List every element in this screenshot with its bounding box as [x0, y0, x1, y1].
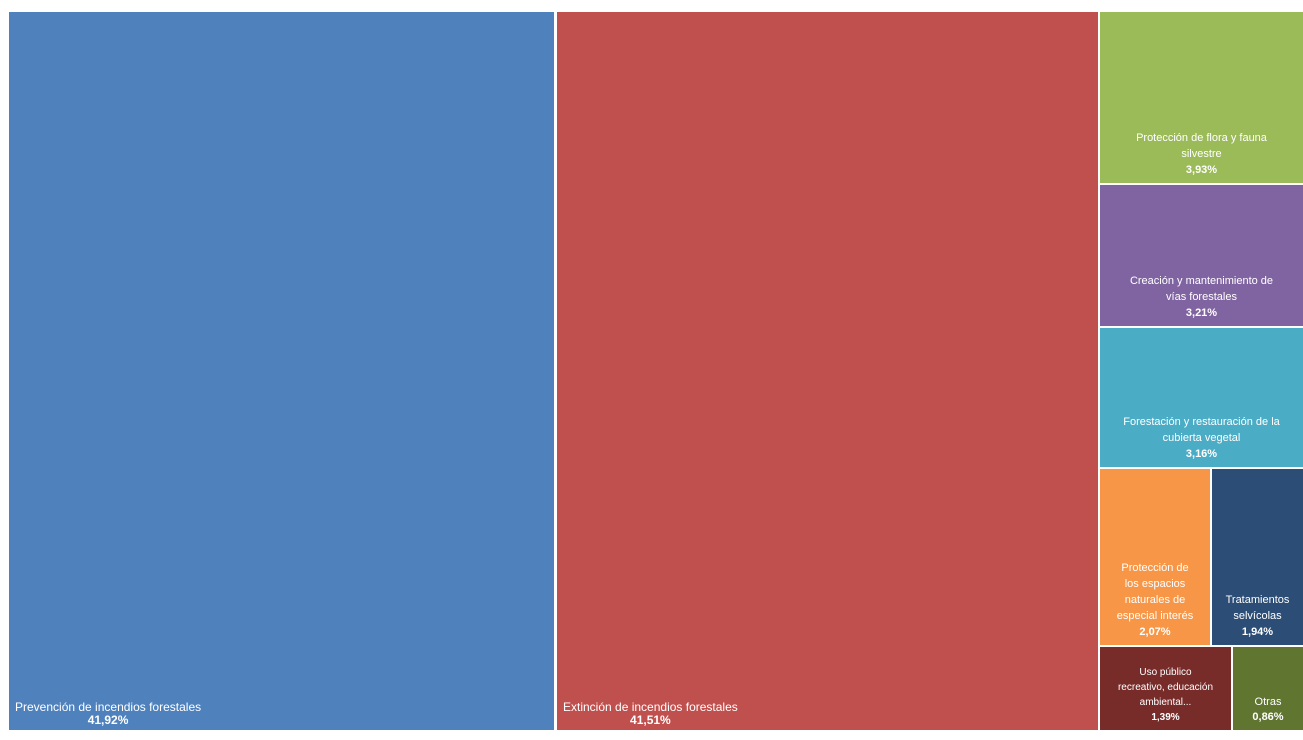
tile-label-uso_publico: ambiental... [1140, 697, 1192, 708]
tile-value-extincion: 41,51% [630, 713, 671, 727]
tile-forestacion: Forestación y restauración de la cubierta… [1100, 328, 1303, 467]
tile-label-otras: Otras [1255, 696, 1282, 708]
tile-label-vias: Creación y mantenimiento de [1130, 275, 1273, 287]
tile-rect-prevencion [9, 12, 554, 730]
tile-label-flora_fauna: silvestre [1181, 148, 1221, 160]
tile-flora_fauna: Protección de flora y fauna silvestre 3,93… [1100, 12, 1303, 183]
tile-label-forestacion: cubierta vegetal [1163, 432, 1241, 444]
tile-label-vias: vías forestales [1166, 291, 1237, 303]
tile-rect-otras [1233, 647, 1303, 730]
tile-label-prevencion: Prevención de incendios forestales [15, 700, 201, 714]
tile-value-uso_publico: 1,39% [1151, 712, 1179, 723]
tile-tratamientos: Tratamientos selvícolas 1,94% [1212, 469, 1303, 645]
tile-label-espacios: los espacios [1125, 578, 1186, 590]
tile-value-espacios: 2,07% [1139, 626, 1170, 638]
tile-label-espacios: especial interés [1117, 610, 1194, 622]
tile-label-forestacion: Forestación y restauración de la [1123, 416, 1280, 428]
tile-espacios: Protección de los espacios naturales de esp… [1100, 469, 1210, 645]
tile-rect-flora_fauna [1100, 12, 1303, 183]
tile-label-flora_fauna: Protección de flora y fauna [1136, 132, 1268, 144]
tile-label-extincion: Extinción de incendios forestales [563, 700, 738, 714]
tile-rect-vias [1100, 185, 1303, 326]
tile-value-otras: 0,86% [1252, 711, 1283, 723]
tile-label-tratamientos: Tratamientos [1226, 594, 1290, 606]
tile-rect-espacios [1100, 469, 1210, 645]
tile-uso_publico: Uso público recreativo, educación ambienta… [1100, 647, 1231, 730]
tile-label-uso_publico: recreativo, educación [1118, 682, 1213, 693]
tile-rect-extincion [557, 12, 1098, 730]
tile-label-tratamientos: selvícolas [1233, 610, 1282, 622]
tile-label-espacios: Protección de [1121, 562, 1188, 574]
tile-value-vias: 3,21% [1186, 307, 1217, 319]
tile-label-uso_publico: Uso público [1139, 667, 1192, 678]
tile-value-prevencion: 41,92% [88, 713, 129, 727]
tile-vias: Creación y mantenimiento de vías forestal… [1100, 185, 1303, 326]
tile-value-tratamientos: 1,94% [1242, 626, 1273, 638]
tile-rect-forestacion [1100, 328, 1303, 467]
tile-value-flora_fauna: 3,93% [1186, 164, 1217, 176]
tile-rect-tratamientos [1212, 469, 1303, 645]
tile-value-forestacion: 3,16% [1186, 448, 1217, 460]
tile-rect-uso_publico [1100, 647, 1231, 730]
tile-label-espacios: naturales de [1125, 594, 1186, 606]
tile-otras: Otras 0,86% [1233, 647, 1303, 730]
